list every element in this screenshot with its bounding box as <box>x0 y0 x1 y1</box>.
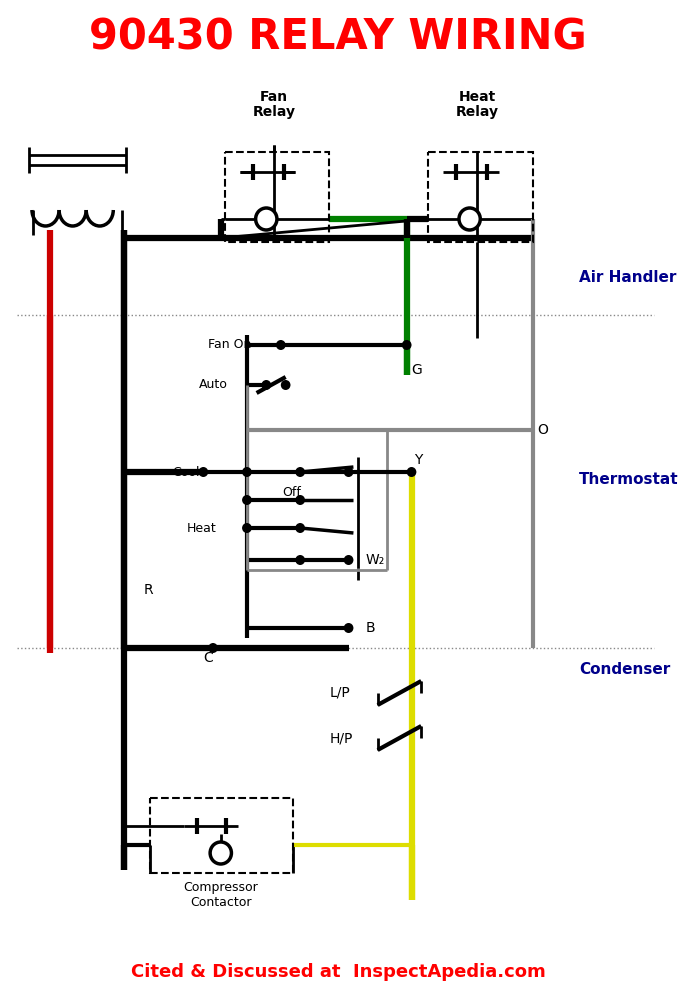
Text: Thermostat: Thermostat <box>579 473 678 488</box>
Bar <box>428 152 533 242</box>
Text: O: O <box>537 423 549 437</box>
Text: Heat: Heat <box>459 90 496 104</box>
Circle shape <box>407 467 417 477</box>
Circle shape <box>210 842 232 864</box>
Circle shape <box>295 495 305 505</box>
Circle shape <box>281 380 290 390</box>
Text: Y: Y <box>415 453 423 467</box>
Circle shape <box>255 208 277 230</box>
Text: B: B <box>366 621 376 635</box>
Circle shape <box>343 467 353 477</box>
Text: G: G <box>412 363 422 377</box>
Circle shape <box>295 523 305 533</box>
Circle shape <box>208 643 218 653</box>
Text: Relay: Relay <box>253 105 295 119</box>
Circle shape <box>276 340 285 350</box>
Text: Relay: Relay <box>456 105 499 119</box>
Circle shape <box>262 380 271 390</box>
Bar <box>150 798 293 873</box>
Circle shape <box>343 555 353 565</box>
Text: 90430 RELAY WIRING: 90430 RELAY WIRING <box>89 17 587 59</box>
Circle shape <box>198 467 208 477</box>
Text: Fan On: Fan On <box>208 339 251 352</box>
Text: Air Handler: Air Handler <box>579 270 676 286</box>
Text: Fan: Fan <box>260 90 288 104</box>
Text: W₂: W₂ <box>366 553 385 567</box>
Text: Condenser: Condenser <box>579 662 670 677</box>
Text: R: R <box>143 583 153 597</box>
Text: H/P: H/P <box>329 731 352 745</box>
Text: Cool: Cool <box>172 466 200 479</box>
Bar <box>225 152 329 242</box>
Circle shape <box>343 623 353 633</box>
Circle shape <box>242 495 252 505</box>
Circle shape <box>402 340 412 350</box>
Circle shape <box>242 523 252 533</box>
Circle shape <box>295 555 305 565</box>
Circle shape <box>459 208 480 230</box>
Text: Contactor: Contactor <box>190 897 251 910</box>
Text: Auto: Auto <box>198 378 228 391</box>
Circle shape <box>242 467 252 477</box>
Circle shape <box>295 467 305 477</box>
Text: C: C <box>203 651 213 665</box>
Text: Compressor: Compressor <box>184 881 258 894</box>
Text: Off: Off <box>283 486 302 498</box>
Text: L/P: L/P <box>329 686 350 700</box>
Text: Cited & Discussed at  InspectApedia.com: Cited & Discussed at InspectApedia.com <box>131 963 545 981</box>
Text: Heat: Heat <box>187 521 216 534</box>
